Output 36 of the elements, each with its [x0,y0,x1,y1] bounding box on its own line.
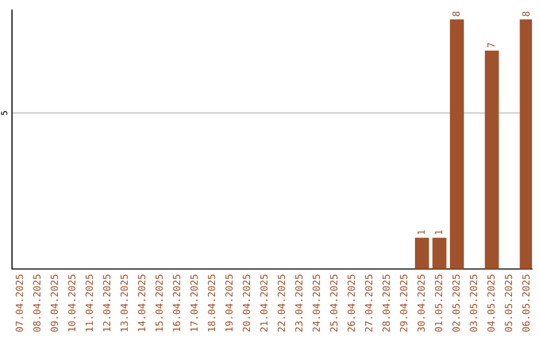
x-tick-label: 15.04.2025 [155,274,163,332]
x-tick-label: 02.05.2025 [452,274,460,332]
x-tick-label: 29.04.2025 [400,274,408,332]
data-label: 1 [418,230,425,234]
x-tick-label: 07.04.2025 [16,274,24,332]
x-tick-label: 18.04.2025 [208,274,216,332]
x-tick-label: 03.05.2025 [470,274,478,332]
x-tick-label: 21.04.2025 [260,274,268,332]
x-tick-label: 12.04.2025 [103,274,110,332]
x-tick-label: 01.05.2025 [434,274,442,332]
x-tick-label: 26.04.2025 [348,274,355,332]
x-tick-label: 22.04.2025 [278,274,286,332]
x-tick-label: 08.04.2025 [33,274,41,332]
x-tick-label: 05.05.2025 [504,274,512,332]
x-tick-label: 13.04.2025 [120,274,128,332]
ref-line-label: 5 [1,111,8,115]
x-tick-label: 20.04.2025 [242,274,250,332]
x-tick-label: 16.04.2025 [172,274,180,332]
data-label: 8 [452,12,460,16]
x-tick-label: 23.04.2025 [295,274,303,332]
x-tick-label: 11.04.2025 [86,274,93,332]
data-label: 1 [435,230,442,234]
x-tick-label: 14.04.2025 [138,274,146,332]
x-tick-label: 28.04.2025 [382,274,390,332]
data-label: 8 [522,12,530,16]
x-tick-label: 24.04.2025 [312,274,320,332]
data-label: 7 [487,42,495,48]
x-tick-label: 04.05.2025 [487,274,495,332]
x-tick-label: 06.05.2025 [522,274,530,332]
x-tick-label: 25.04.2025 [330,274,338,332]
x-tick-label: 30.04.2025 [417,274,425,332]
x-tick-label: 17.04.2025 [190,274,198,332]
x-tick-label: 10.04.2025 [68,274,76,332]
x-tick-label: 09.04.2025 [50,274,58,332]
x-tick-label: 19.04.2025 [225,274,233,332]
x-tick-label: 27.04.2025 [365,274,372,332]
